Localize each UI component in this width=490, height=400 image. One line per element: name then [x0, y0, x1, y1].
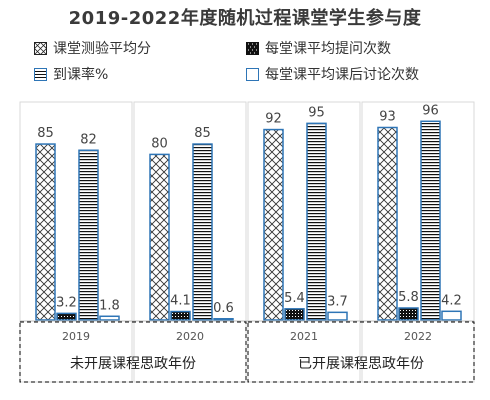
tick-label-2020: 2020	[176, 330, 204, 343]
legend-label-attendance: 到课率%	[53, 67, 109, 83]
legend-swatch-dense-dots	[246, 41, 259, 55]
data-label-2019-s0: 85	[37, 126, 54, 141]
data-label-2019-s3: 1.8	[99, 298, 120, 313]
bar-2020-s1	[170, 310, 191, 321]
legend-swatch-solid-white	[246, 67, 259, 81]
bar-2021-s1	[284, 308, 305, 321]
data-label-2020-s3: 0.6	[213, 301, 234, 316]
bar-2019-s0	[35, 143, 56, 321]
data-label-2022-s0: 93	[379, 109, 396, 124]
legend-item-quiz-score: 课堂测验平均分	[34, 38, 151, 58]
legend-item-questions: 每堂课平均提问次数	[246, 38, 391, 58]
tick-label-2021: 2021	[290, 330, 318, 343]
bar-2022-s0	[377, 126, 398, 321]
bar-2021-s0	[263, 128, 284, 321]
group-box-1	[247, 321, 475, 383]
data-label-2022-s1: 5.8	[398, 290, 419, 305]
bar-2021-s2	[306, 122, 327, 321]
bar-2019-s1	[56, 312, 77, 321]
data-label-2022-s2: 96	[422, 103, 439, 118]
legend-item-discussions: 每堂课平均课后讨论次数	[246, 64, 419, 84]
chart-title: 2019-2022年度随机过程课堂学生参与度	[68, 8, 422, 29]
tick-label-2022: 2022	[404, 330, 432, 343]
bar-2020-s0	[149, 153, 170, 321]
bar-2022-s2	[420, 120, 441, 321]
legend-label-questions: 每堂课平均提问次数	[265, 41, 391, 57]
year-panel-2022	[361, 101, 475, 383]
tick-label-2019: 2019	[62, 330, 90, 343]
bar-2019-s3	[99, 315, 120, 321]
year-panel-2020	[133, 101, 247, 383]
data-label-2019-s2: 82	[80, 132, 97, 147]
data-label-2021-s2: 95	[308, 105, 325, 120]
legend-swatch-horizontal-lines	[34, 67, 47, 81]
group-label-after: 已开展课程思政年份	[298, 356, 424, 372]
data-label-2021-s3: 3.7	[327, 294, 348, 309]
group-box-0	[19, 321, 247, 383]
data-label-2022-s3: 4.2	[441, 293, 462, 308]
bar-2022-s1	[398, 307, 419, 321]
legend-label-quiz-score: 课堂测验平均分	[53, 41, 151, 57]
legend-item-attendance: 到课率%	[34, 64, 108, 84]
bar-2019-s2	[78, 149, 99, 321]
bar-2022-s3	[441, 310, 462, 321]
bar-2020-s3	[213, 318, 234, 321]
data-label-2021-s1: 5.4	[284, 291, 305, 306]
data-label-2020-s1: 4.1	[170, 294, 191, 309]
data-label-2020-s2: 85	[194, 126, 211, 141]
legend-swatch-crosshatch	[34, 41, 47, 55]
bar-2020-s2	[192, 143, 213, 321]
bar-2021-s3	[327, 311, 348, 321]
data-label-2021-s0: 92	[265, 112, 282, 127]
data-label-2020-s0: 80	[151, 136, 168, 151]
legend-label-discussions: 每堂课平均课后讨论次数	[265, 67, 419, 83]
group-label-before: 未开展课程思政年份	[70, 356, 196, 372]
data-label-2019-s1: 3.2	[56, 295, 77, 310]
